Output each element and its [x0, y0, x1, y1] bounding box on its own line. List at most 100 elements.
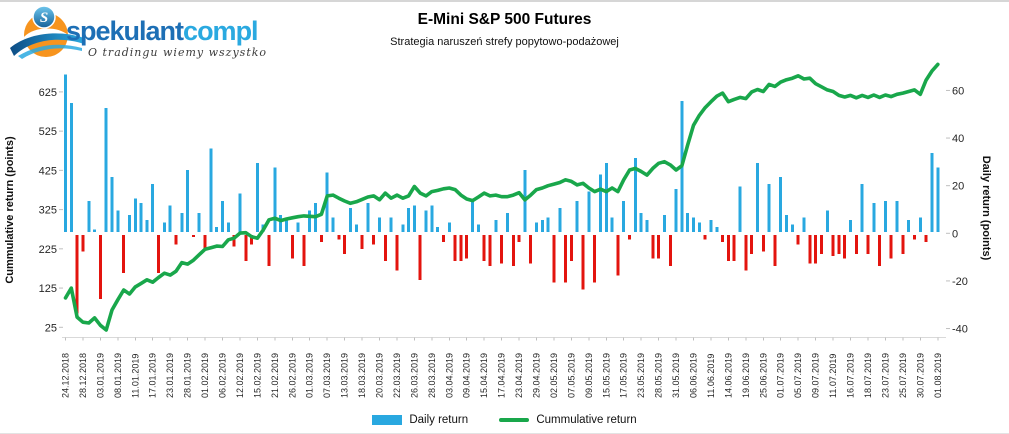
- daily-return-bar: [790, 224, 794, 232]
- daily-return-bar: [110, 177, 114, 232]
- logo-s-letter: S: [40, 10, 48, 26]
- daily-return-bar: [127, 215, 131, 232]
- daily-return-bar: [860, 184, 864, 232]
- left-axis-tick-label: 125: [39, 283, 57, 295]
- brand-logo-icon: S: [10, 5, 84, 59]
- daily-return-bar: [767, 184, 771, 232]
- daily-return-bar: [668, 234, 672, 266]
- right-axis-tick-label: -20: [952, 276, 968, 288]
- daily-return-bar: [209, 148, 213, 232]
- daily-return-bar: [191, 234, 195, 238]
- daily-return-bar: [918, 217, 922, 232]
- daily-return-bar: [343, 234, 347, 254]
- left-axis-tick-label: 25: [45, 322, 57, 334]
- x-axis-tick-label: 17.05.2019: [619, 353, 629, 398]
- daily-return-bar: [436, 227, 440, 232]
- daily-return-bar: [197, 212, 201, 232]
- left-axis-tick-label: 325: [39, 205, 57, 217]
- x-axis-tick-label: 28.12.2018: [78, 353, 88, 398]
- x-axis-tick-label: 01.08.2019: [933, 353, 943, 398]
- x-axis-tick-label: 21.02.2019: [270, 353, 280, 398]
- daily-return-bar: [930, 153, 934, 232]
- daily-return-bar: [308, 210, 312, 232]
- x-axis-tick-label: 23.01.2019: [165, 353, 175, 398]
- daily-return-bar: [465, 234, 469, 259]
- logo-white-swoosh: [24, 28, 68, 43]
- daily-return-bar: [238, 193, 242, 232]
- daily-return-bar: [360, 234, 364, 250]
- x-axis-tick-label: 09.07.2019: [811, 353, 821, 398]
- daily-return-bar: [773, 234, 777, 266]
- daily-return-bar: [558, 207, 562, 232]
- daily-return-bar: [203, 234, 207, 250]
- daily-return-bar: [628, 234, 632, 240]
- x-axis-tick-label: 20.03.2019: [375, 353, 385, 398]
- daily-return-bar: [319, 234, 323, 242]
- daily-return-bar: [482, 234, 486, 261]
- daily-return-bar: [517, 234, 521, 242]
- daily-return-bar: [924, 234, 928, 242]
- brand-logo[interactable]: S spekulantcompl O tradingu wiemy wszyst…: [8, 4, 266, 62]
- daily-return-bar: [511, 234, 515, 266]
- daily-return-bar: [459, 234, 463, 261]
- daily-return-bar: [133, 198, 137, 232]
- daily-return-bar: [796, 234, 800, 245]
- daily-return-bar: [174, 234, 178, 245]
- daily-return-bar: [372, 234, 376, 245]
- daily-return-bar: [273, 167, 277, 232]
- daily-return-bar: [232, 234, 236, 247]
- daily-return-bar: [674, 188, 678, 232]
- x-axis-tick-label: 23.07.2019: [880, 353, 890, 398]
- daily-return-bar: [598, 174, 602, 232]
- left-axis-tick-label: 425: [39, 165, 57, 177]
- daily-return-bar: [453, 234, 457, 261]
- x-axis-tick-label: 25.07.2019: [898, 353, 908, 398]
- logo-blue-ribbon: [10, 33, 84, 56]
- daily-return-bar: [69, 103, 73, 232]
- daily-return-bar: [854, 234, 858, 254]
- cumulative-return-line: [63, 62, 940, 332]
- daily-return-bar: [64, 74, 67, 232]
- legend-cumulative-label: Cummulative return: [536, 413, 637, 426]
- daily-return-bar: [936, 167, 940, 232]
- legend-item-cumulative[interactable]: Cummulative return: [499, 413, 637, 426]
- x-axis-tick-label: 15.02.2019: [252, 353, 262, 398]
- brand-name-secondary: compl: [183, 16, 259, 46]
- legend-daily-swatch-icon: [372, 414, 403, 425]
- x-axis-tick-label: 26.02.2019: [287, 353, 297, 398]
- daily-return-bar: [325, 172, 329, 232]
- daily-return-bar: [837, 234, 841, 254]
- daily-return-bar: [87, 200, 91, 232]
- daily-return-bar: [348, 207, 352, 232]
- daily-return-bar: [389, 217, 393, 232]
- x-axis-tick-label: 25.06.2019: [758, 353, 768, 398]
- daily-return-bar: [412, 205, 416, 232]
- daily-return-bar: [540, 219, 544, 232]
- x-axis-tick-label: 22.03.2019: [392, 353, 402, 398]
- daily-return-bar: [535, 222, 539, 232]
- daily-return-bar: [430, 205, 434, 232]
- daily-return-bar: [145, 219, 149, 232]
- daily-return-bar: [814, 234, 818, 264]
- chart-title: E-Mini S&P 500 Futures: [417, 11, 592, 28]
- daily-return-bar: [471, 200, 475, 232]
- daily-return-bar: [116, 210, 120, 232]
- chart-subtitle: Strategia naruszeń strefy popytowo-podaż…: [390, 36, 619, 48]
- daily-return-bar: [494, 219, 498, 232]
- right-axis-tick-label: -40: [952, 324, 968, 336]
- x-axis-tick-label: 07.03.2019: [322, 353, 332, 398]
- x-axis-tick-label: 19.06.2019: [741, 353, 751, 398]
- x-axis-tick-label: 06.02.2019: [218, 353, 228, 398]
- x-axis-tick-label: 05.07.2019: [793, 353, 803, 398]
- daily-return-bar: [255, 162, 259, 232]
- x-axis-tick-label: 11.01.2019: [130, 354, 140, 398]
- x-axis-tick-label: 13.03.2019: [340, 353, 350, 398]
- daily-return-bar: [883, 200, 887, 232]
- daily-return-bar: [290, 234, 294, 259]
- daily-return-bar: [895, 200, 899, 232]
- top-edge-divider: [0, 0, 1009, 2]
- legend-item-daily[interactable]: Daily return: [372, 414, 468, 426]
- daily-return-bar: [296, 222, 300, 232]
- daily-return-bar: [162, 222, 166, 232]
- daily-return-bar: [709, 219, 713, 232]
